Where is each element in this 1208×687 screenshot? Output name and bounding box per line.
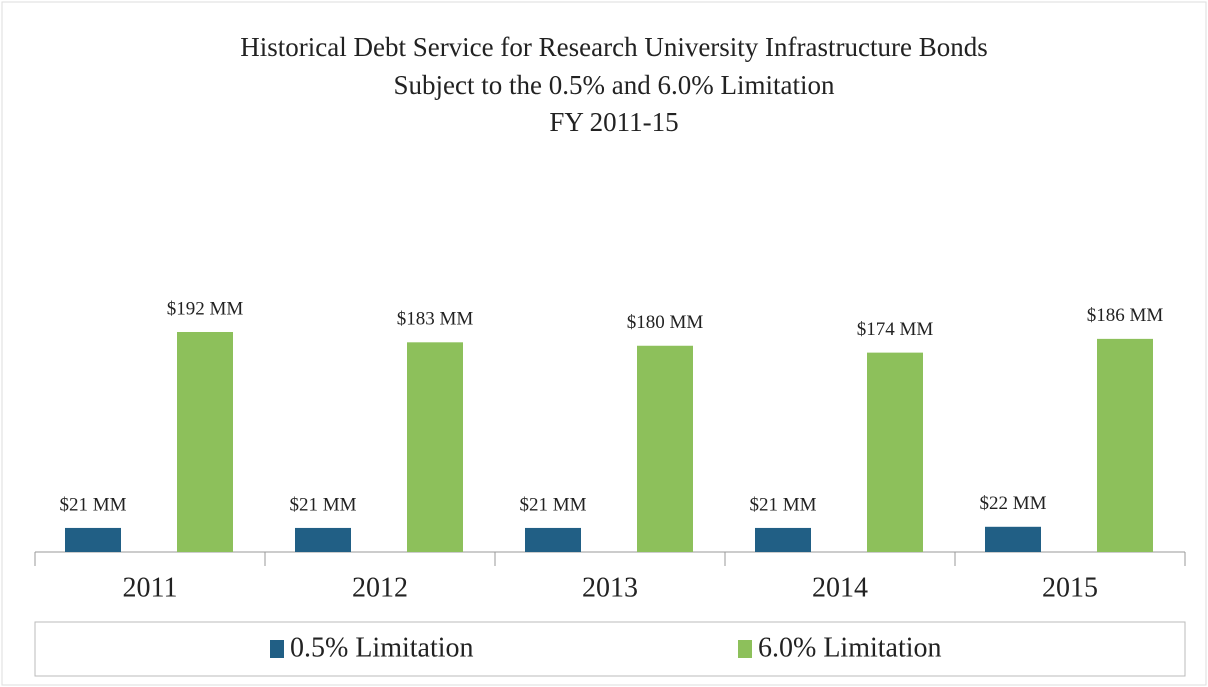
data-label: $186 MM — [1087, 305, 1164, 326]
x-tick-label: 2012 — [352, 572, 408, 603]
data-label: $174 MM — [857, 319, 934, 340]
bar — [295, 527, 351, 552]
bar — [755, 527, 811, 552]
data-label: $180 MM — [627, 312, 704, 333]
data-label: $21 MM — [519, 494, 586, 515]
data-label: $192 MM — [167, 298, 244, 319]
x-tick-label: 2011 — [123, 572, 178, 603]
bar — [867, 352, 923, 552]
legend-swatch — [270, 640, 284, 658]
data-label: $21 MM — [289, 494, 356, 515]
x-tick-label: 2015 — [1042, 572, 1098, 603]
bar — [525, 527, 581, 552]
legend-label: 6.0% Limitation — [758, 632, 942, 663]
chart-title: FY 2011-15 — [549, 107, 678, 137]
x-tick-label: 2013 — [582, 572, 638, 603]
bar — [65, 527, 121, 552]
legend-box — [34, 621, 1186, 677]
bar — [177, 332, 233, 552]
chart-title: Historical Debt Service for Research Uni… — [240, 32, 988, 62]
legend-label: 0.5% Limitation — [290, 632, 474, 663]
bar — [637, 345, 693, 552]
bar — [407, 342, 463, 552]
data-label: $22 MM — [979, 493, 1046, 514]
legend-swatch — [738, 640, 752, 658]
chart-title: Subject to the 0.5% and 6.0% Limitation — [394, 70, 835, 100]
bar — [985, 526, 1041, 552]
bar — [1097, 338, 1153, 552]
data-label: $183 MM — [397, 309, 474, 330]
data-label: $21 MM — [59, 494, 126, 515]
x-tick-label: 2014 — [812, 572, 868, 603]
data-label: $21 MM — [749, 494, 816, 515]
